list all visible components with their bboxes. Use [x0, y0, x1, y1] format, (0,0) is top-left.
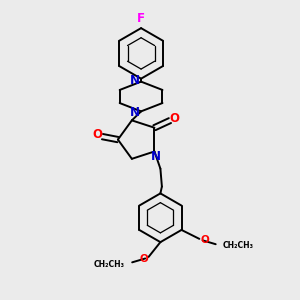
Text: N: N — [130, 74, 140, 87]
Text: O: O — [139, 254, 148, 264]
Text: CH₂CH₃: CH₂CH₃ — [94, 260, 125, 268]
Text: O: O — [170, 112, 180, 125]
Text: O: O — [200, 235, 209, 245]
Text: O: O — [92, 128, 102, 141]
Text: N: N — [130, 106, 140, 119]
Text: CH₂CH₃: CH₂CH₃ — [223, 242, 254, 250]
Text: N: N — [151, 150, 161, 163]
Text: F: F — [137, 12, 145, 25]
